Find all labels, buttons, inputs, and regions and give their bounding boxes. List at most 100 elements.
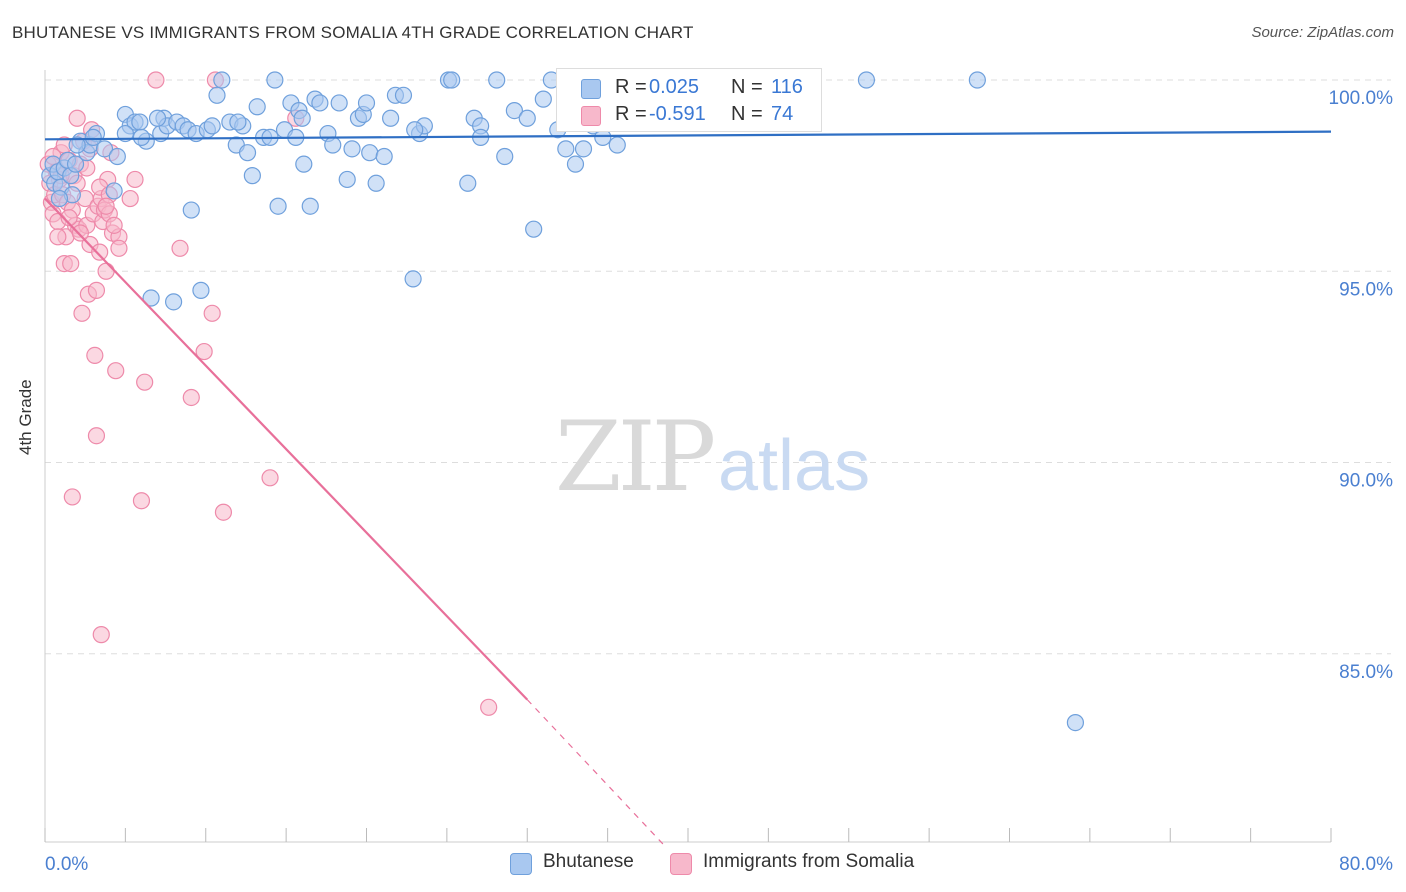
somalia-point bbox=[49, 228, 67, 246]
bhutanese-point bbox=[95, 140, 114, 158]
somalia-point bbox=[107, 362, 125, 380]
bhutanese-point bbox=[1066, 713, 1085, 732]
bhutanese-point bbox=[557, 140, 575, 158]
bhutanese-trend-line bbox=[44, 130, 1332, 141]
watermark-zip: ZIP bbox=[555, 401, 714, 513]
bhutanese-point bbox=[165, 293, 183, 311]
legend-row-bhutanese: R = 0.025 N = 116 bbox=[557, 73, 821, 101]
somalia-trend-extension bbox=[526, 699, 665, 846]
somalia-trend-line bbox=[44, 197, 529, 701]
somalia-point bbox=[92, 626, 110, 644]
somalia-point bbox=[480, 698, 498, 716]
bhutanese-point bbox=[525, 220, 543, 238]
correlation-legend: R = 0.025 N = 116 R = -0.591 N = 74 bbox=[556, 68, 822, 132]
bhutanese-point bbox=[357, 94, 376, 112]
somalia-point bbox=[68, 109, 86, 127]
somalia-point bbox=[105, 216, 123, 234]
bhutanese-point bbox=[243, 167, 261, 185]
bhutanese-point bbox=[131, 113, 149, 131]
somalia-point bbox=[71, 224, 89, 242]
bhutanese-point bbox=[116, 124, 134, 143]
somalia-point bbox=[87, 427, 106, 445]
bhutanese-point bbox=[518, 109, 536, 127]
legend-swatch-blue bbox=[581, 79, 601, 99]
bhutanese-point bbox=[367, 174, 385, 192]
somalia-point bbox=[261, 469, 279, 487]
bhutanese-point bbox=[443, 71, 461, 89]
bhutanese-point bbox=[343, 140, 361, 158]
y-tick-label: 85.0% bbox=[1339, 662, 1393, 683]
bhutanese-point bbox=[229, 113, 247, 131]
legend-swatch-blue bbox=[510, 853, 532, 875]
bhutanese-point bbox=[574, 140, 593, 158]
somalia-point bbox=[62, 255, 80, 273]
legend-r-value: -0.591 bbox=[649, 103, 706, 125]
legend-label: Immigrants from Somalia bbox=[703, 851, 915, 872]
legend-row-somalia: R = -0.591 N = 74 bbox=[557, 100, 821, 128]
bhutanese-point bbox=[534, 90, 552, 108]
bhutanese-point bbox=[608, 136, 626, 154]
somalia-point bbox=[91, 243, 109, 261]
bhutanese-point bbox=[105, 182, 123, 200]
legend-r-value: 0.025 bbox=[649, 76, 700, 98]
bhutanese-point bbox=[338, 170, 356, 189]
bhutanese-point bbox=[266, 71, 284, 89]
somalia-point bbox=[147, 71, 165, 89]
bhutanese-point bbox=[311, 94, 329, 112]
legend-n-label: N = bbox=[731, 76, 763, 98]
bhutanese-point bbox=[566, 155, 585, 173]
somalia-point bbox=[63, 488, 81, 506]
y-tick-label: 90.0% bbox=[1339, 471, 1393, 492]
bhutanese-point bbox=[66, 155, 85, 173]
somalia-point bbox=[214, 503, 233, 521]
bhutanese-point bbox=[406, 121, 424, 139]
somalia-point bbox=[73, 304, 91, 322]
somalia-point bbox=[110, 239, 128, 257]
bhutanese-point bbox=[505, 101, 523, 120]
bhutanese-point bbox=[488, 71, 506, 89]
bhutanese-point bbox=[382, 109, 400, 127]
legend-n-label: N = bbox=[731, 103, 763, 125]
bhutanese-point bbox=[108, 147, 126, 166]
bhutanese-point bbox=[459, 174, 477, 192]
bhutanese-point bbox=[238, 144, 257, 162]
legend-n-value: 74 bbox=[771, 103, 794, 125]
legend-r-label: R = bbox=[615, 76, 647, 98]
somalia-point bbox=[121, 189, 139, 208]
bhutanese-point bbox=[404, 270, 422, 288]
somalia-point bbox=[171, 239, 189, 257]
somalia-point bbox=[136, 373, 154, 391]
bhutanese-point bbox=[301, 197, 319, 215]
legend-n-value: 116 bbox=[771, 76, 803, 98]
bhutanese-point bbox=[394, 86, 413, 104]
bhutanese-point bbox=[248, 98, 266, 116]
somalia-point bbox=[195, 342, 213, 361]
bhutanese-point bbox=[496, 147, 514, 166]
legend-label: Bhutanese bbox=[543, 851, 634, 872]
bhutanese-point bbox=[142, 289, 160, 307]
somalia-point bbox=[182, 388, 200, 407]
chart-title: BHUTANESE VS IMMIGRANTS FROM SOMALIA 4TH… bbox=[12, 23, 694, 42]
bhutanese-point bbox=[293, 109, 311, 127]
bhutanese-point bbox=[192, 281, 210, 299]
bhutanese-point bbox=[375, 147, 393, 166]
x-tick-label: 80.0% bbox=[1339, 854, 1393, 875]
bhutanese-point bbox=[148, 109, 167, 127]
bhutanese-point bbox=[182, 201, 200, 219]
somalia-point bbox=[97, 197, 115, 215]
chart-source: Source: ZipAtlas.com bbox=[1251, 24, 1394, 41]
bhutanese-point bbox=[968, 71, 986, 89]
watermark-atlas: atlas bbox=[718, 426, 870, 506]
y-tick-label: 95.0% bbox=[1339, 279, 1393, 300]
somalia-point bbox=[132, 492, 151, 510]
bhutanese-point bbox=[361, 144, 379, 162]
bhutanese-point bbox=[84, 128, 102, 146]
bhutanese-point bbox=[132, 128, 151, 146]
somalia-point bbox=[203, 304, 221, 322]
legend-swatch-pink bbox=[581, 106, 601, 126]
bhutanese-point bbox=[324, 136, 342, 154]
bhutanese-point bbox=[295, 155, 313, 173]
y-tick-label: 100.0% bbox=[1329, 88, 1394, 109]
x-tick-label: 0.0% bbox=[45, 854, 88, 875]
